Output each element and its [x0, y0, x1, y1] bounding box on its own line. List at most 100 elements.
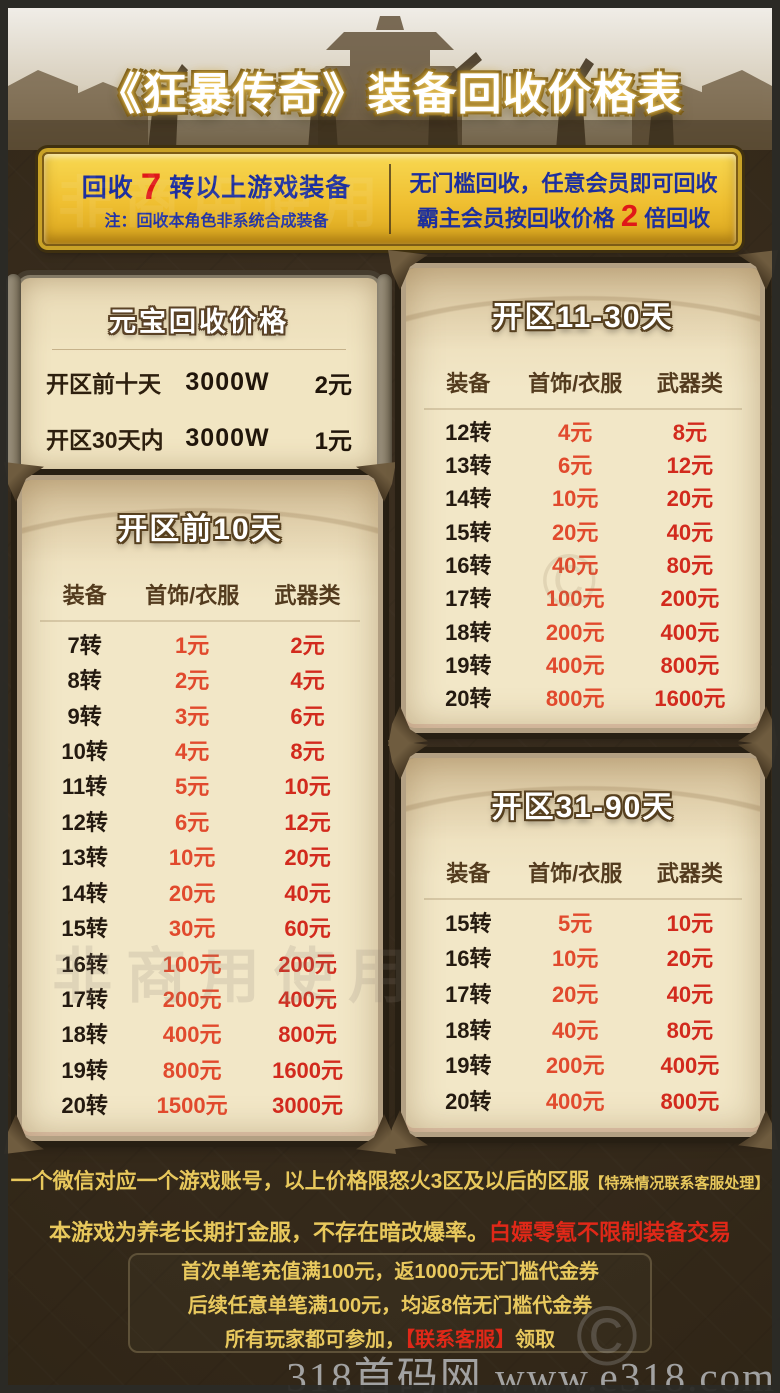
footer-note-server: 本游戏为养老长期打金服，不存在暗改爆率。白嫖零氪不限制装备交易	[0, 1215, 780, 1247]
price-value: 6元	[290, 703, 325, 729]
yuanbao-amount: 3000W	[185, 423, 270, 452]
table-row: 17转 100元 200元	[424, 581, 742, 613]
banner-left-section: 回收 7 转以上游戏装备 注：回收本角色非系统合成装备	[44, 154, 389, 244]
price-value: 8元	[290, 738, 325, 764]
table-row: 20转 800元 1600元	[424, 681, 742, 713]
price-value: 10元	[284, 774, 331, 800]
yuanbao-price: 2元	[314, 371, 352, 399]
yuanbao-row: 开区30天内 3000W 1元	[20, 410, 378, 466]
price-value: 3元	[175, 703, 210, 729]
header-artwork	[8, 8, 772, 150]
table-row: 10转 4元 8元	[40, 734, 360, 766]
table-header-row: 装备 首饰/衣服 武器类	[40, 578, 360, 622]
price-value: 100元	[545, 586, 605, 612]
price-value: 100元	[162, 951, 222, 977]
price-value: 6元	[558, 452, 593, 478]
table-header-row: 装备 首饰/衣服 武器类	[424, 856, 742, 900]
panel-title: 开区前10天	[117, 513, 283, 546]
table-row: 18转 40元 80元	[424, 1013, 742, 1045]
banner-divider	[389, 164, 391, 234]
tier-label: 17转	[445, 982, 492, 1008]
table-body: 12转 4元 8元 13转 6元 12元 14转 10元 20元 15转 20元 40元 16转 40元 8…	[424, 414, 742, 714]
price-value: 200元	[278, 951, 337, 977]
price-value: 800元	[162, 1057, 222, 1083]
price-value: 400元	[660, 1053, 720, 1079]
temple-skyline-art	[8, 8, 772, 150]
price-value: 10元	[551, 486, 599, 512]
footer-note-server-main: 本游戏为养老长期打金服，不存在暗改爆率。	[48, 1220, 489, 1245]
corner-ornament	[388, 740, 428, 780]
footer-note-account-main: 一个微信对应一个游戏账号，以上价格限怒火3区及以后的区服	[10, 1170, 590, 1193]
price-value: 20元	[284, 845, 331, 871]
tier-label: 17转	[61, 986, 108, 1012]
price-value: 20元	[168, 880, 216, 906]
tier-label: 17转	[445, 586, 492, 612]
tier-label: 15转	[61, 916, 108, 942]
price-value: 4元	[175, 738, 210, 764]
footer-note-account: 一个微信对应一个游戏账号，以上价格限怒火3区及以后的区服【特殊情况联系客服处理】	[0, 1165, 780, 1195]
table-row: 12转 6元 12元	[40, 805, 360, 837]
banner-right-suffix: 倍回收	[644, 205, 711, 231]
price-value: 2元	[175, 668, 210, 694]
table-row: 15转 20元 40元	[424, 515, 742, 547]
table-row: 9转 3元 6元	[40, 699, 360, 731]
banner-right-line2: 霸主会员按回收价格 2 倍回收	[417, 200, 711, 233]
price-value: 4元	[290, 668, 325, 694]
price-value: 800元	[278, 1022, 337, 1048]
price-value: 12元	[284, 809, 331, 835]
banner-left-line: 回收 7 转以上游戏装备	[81, 168, 352, 205]
price-panel-first-10-days: 开区前10天 装备 首饰/衣服 武器类 7转 1元 2元 8转 2元 4元 9转 3元 6元 10…	[4, 462, 378, 1136]
yuanbao-amount: 3000W	[185, 367, 270, 396]
banner-left-prefix: 回收	[81, 173, 134, 202]
price-value: 10元	[551, 946, 599, 972]
price-value: 20元	[666, 486, 714, 512]
panel-title: 开区11-30天	[492, 301, 674, 334]
tier-label: 9转	[67, 703, 102, 729]
price-value: 400元	[545, 1089, 605, 1115]
price-value: 400元	[660, 619, 720, 645]
price-value: 1元	[175, 632, 210, 658]
yuanbao-period: 开区30天内	[46, 427, 164, 453]
table-row: 15转 5元 10元	[424, 906, 742, 938]
price-value: 3000元	[272, 1093, 344, 1119]
price-value: 800元	[660, 652, 720, 678]
price-value: 5元	[558, 910, 593, 936]
header-equipment: 装备	[446, 861, 491, 886]
table-row: 19转 400元 800元	[424, 648, 742, 680]
corner-ornament	[738, 706, 778, 746]
tier-label: 18转	[445, 619, 492, 645]
corner-ornament	[388, 706, 428, 746]
header-weapons: 武器类	[656, 861, 723, 886]
corner-ornament	[356, 1114, 396, 1154]
price-value: 1600元	[272, 1057, 344, 1083]
price-value: 200元	[660, 586, 720, 612]
price-value: 10元	[666, 910, 714, 936]
price-value: 200元	[545, 619, 605, 645]
yuanbao-row: 开区前十天 3000W 2元	[20, 354, 378, 410]
price-value: 40元	[284, 880, 331, 906]
banner-left-suffix: 转以上游戏装备	[169, 173, 352, 202]
banner-right-line1: 无门槛回收，任意会员即可回收	[409, 170, 718, 196]
tier-label: 15转	[445, 910, 492, 936]
corner-ornament	[738, 250, 778, 290]
price-value: 30元	[168, 916, 216, 942]
corner-ornament	[738, 1110, 778, 1150]
price-value: 40元	[551, 552, 599, 578]
price-value: 400元	[162, 1022, 222, 1048]
price-value: 80元	[666, 1017, 714, 1043]
price-value: 20元	[551, 982, 599, 1008]
table-row: 7转 1元 2元	[40, 628, 360, 660]
header-equipment: 装备	[62, 583, 107, 608]
corner-ornament	[738, 740, 778, 780]
tier-label: 20转	[61, 1093, 108, 1119]
table-row: 13转 10元 20元	[40, 840, 360, 872]
footer-note-account-small: 【特殊情况联系客服处理】	[589, 1175, 770, 1192]
price-value: 800元	[660, 1089, 720, 1115]
price-value: 40元	[551, 1017, 599, 1043]
promo-line-3-prefix: 所有玩家都可参加，	[225, 1328, 405, 1351]
tier-label: 20转	[445, 686, 492, 712]
corner-ornament	[4, 1114, 44, 1154]
contact-support-link[interactable]: 【联系客服】	[405, 1328, 515, 1351]
table-row: 17转 200元 400元	[40, 982, 360, 1014]
